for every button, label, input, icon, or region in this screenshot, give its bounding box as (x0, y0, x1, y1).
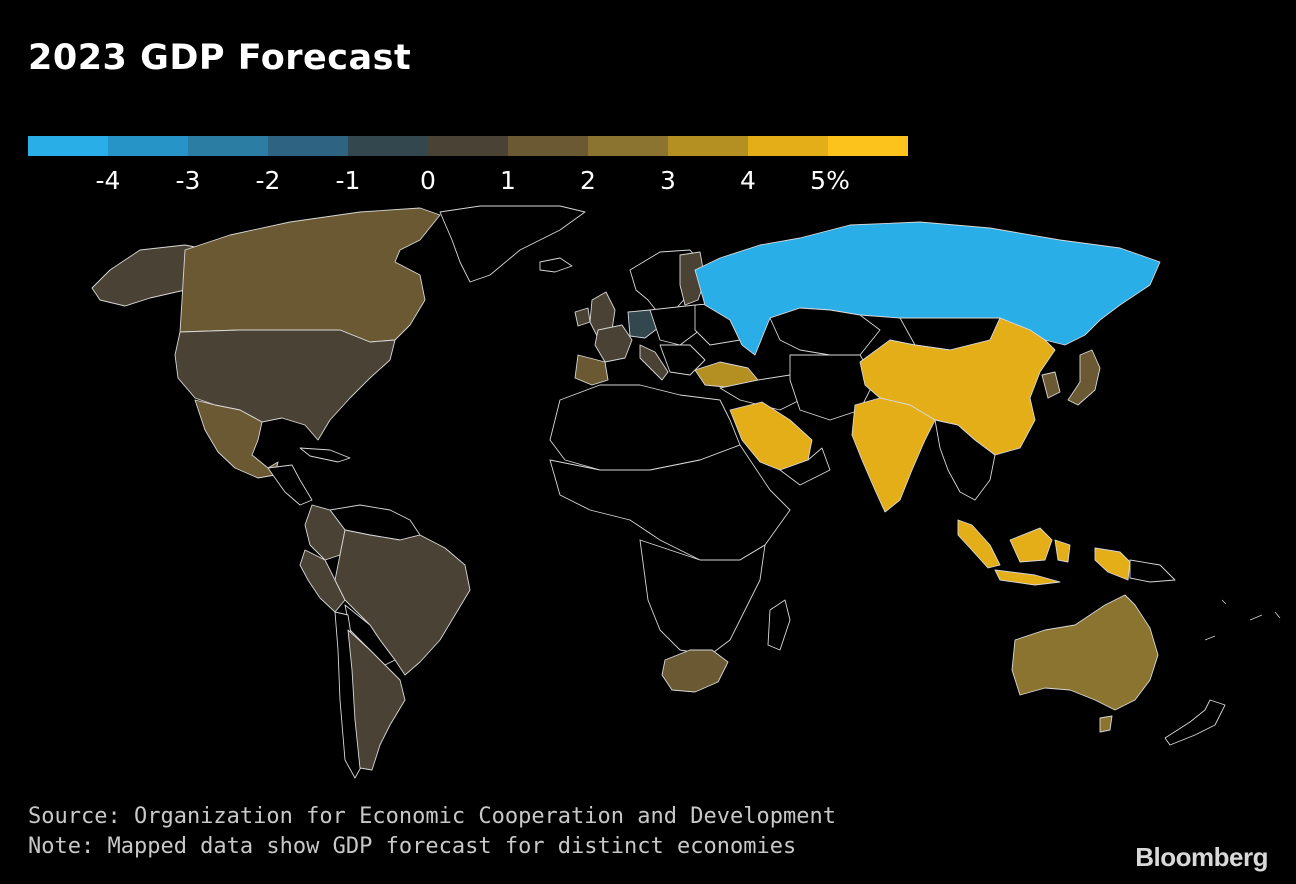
region-australia (1011, 594, 1159, 711)
region-central-america (267, 464, 313, 506)
region-indonesia-borneo (1009, 527, 1053, 563)
region-korea (1041, 371, 1061, 399)
region-tasmania (1099, 715, 1113, 733)
legend-swatch (828, 136, 908, 156)
region-mexico (194, 399, 279, 479)
legend-tick: -1 (335, 166, 361, 195)
pacific-islands-outline (1204, 599, 1281, 641)
legend-swatch (508, 136, 588, 156)
legend-swatch (748, 136, 828, 156)
map-title: 2023 GDP Forecast (28, 38, 412, 78)
region-united-states (174, 329, 396, 441)
legend-tick: 3 (660, 166, 676, 195)
region-southeast-asia (934, 419, 996, 501)
region-japan (1067, 349, 1101, 406)
legend-tick: -4 (95, 166, 121, 195)
region-greenland (439, 205, 586, 283)
region-balkans (659, 344, 706, 376)
legend-swatch (428, 136, 508, 156)
region-france (594, 324, 633, 363)
legend-tick: 1 (500, 166, 516, 195)
legend-tick: 5% (810, 166, 850, 195)
bloomberg-logo: Bloomberg (1135, 842, 1268, 872)
region-papua (1129, 559, 1176, 583)
region-argentina (347, 629, 406, 771)
source-note: Source: Organization for Economic Cooper… (28, 804, 836, 829)
region-bolivia-paraguay (344, 604, 396, 666)
region-madagascar (767, 599, 791, 651)
region-new-zealand (1164, 699, 1226, 746)
legend-tick: 4 (740, 166, 756, 195)
color-scale-legend (28, 136, 908, 156)
legend-swatch (668, 136, 748, 156)
region-indonesia-east (1054, 539, 1131, 581)
footnote: Note: Mapped data show GDP forecast for … (28, 834, 797, 859)
region-south-africa (661, 649, 729, 693)
region-russia (694, 221, 1161, 356)
region-colombia (304, 504, 346, 561)
region-brazil (334, 529, 471, 676)
legend-tick-labels: -4 -3 -2 -1 0 1 2 3 4 5% (28, 166, 908, 200)
region-caribbean (299, 447, 351, 463)
region-iceland (539, 257, 573, 273)
region-middle-east (719, 374, 801, 411)
legend-tick: 2 (580, 166, 596, 195)
region-finland-baltics (679, 251, 706, 306)
region-italy (639, 344, 669, 381)
region-kazakhstan (769, 307, 881, 356)
region-east-southern-africa (639, 539, 766, 656)
legend-swatch (268, 136, 348, 156)
legend-tick: -2 (255, 166, 281, 195)
legend-swatch (108, 136, 188, 156)
region-iran-central-asia (789, 354, 876, 421)
region-indonesia-java (994, 569, 1061, 586)
legend-swatch (588, 136, 668, 156)
region-germany (627, 309, 659, 339)
region-spain (574, 354, 609, 386)
region-canada (179, 207, 441, 343)
world-choropleth-map (91, 205, 1281, 779)
legend-swatch (188, 136, 268, 156)
region-yemen-oman (779, 447, 831, 486)
region-ireland (574, 307, 591, 327)
region-poland-central-europe (649, 304, 701, 346)
legend-tick: 0 (420, 166, 436, 195)
legend-swatch (28, 136, 108, 156)
legend-swatch (348, 136, 428, 156)
region-indonesia-sumatra (957, 519, 1001, 569)
legend-tick: -3 (175, 166, 201, 195)
region-india (851, 397, 936, 513)
